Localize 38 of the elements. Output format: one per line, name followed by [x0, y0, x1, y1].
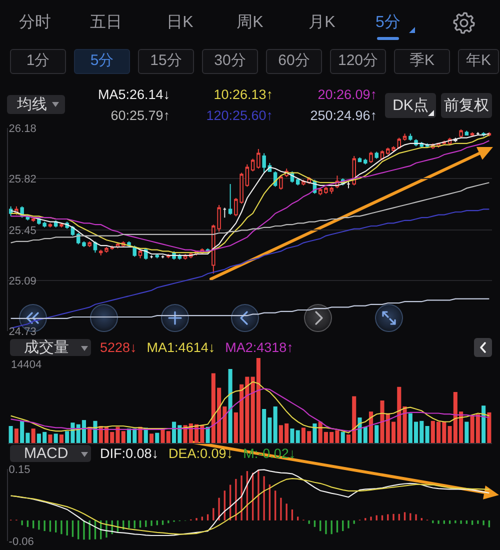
y-tick-label: 0.15 [8, 464, 30, 476]
y-tick-label: 25.45 [8, 225, 36, 238]
text: DEA:0.09↓ [168, 445, 234, 462]
text: DK点 [392, 97, 428, 114]
chart-title: MACD [24, 445, 68, 462]
text: 月K [308, 13, 336, 33]
text: 5分 [376, 13, 400, 33]
text: 分时 [19, 13, 51, 33]
text: 年K [466, 52, 492, 70]
y-tick-label: -0.06 [8, 536, 34, 548]
text: 10:26.13↑ [214, 87, 273, 103]
text: 120:25.60↑ [206, 108, 273, 124]
text: 1分 [26, 52, 50, 70]
text: 60:25.79↑ [110, 108, 170, 124]
y-tick-label: 26.18 [8, 122, 36, 135]
text: 15分 [150, 52, 182, 70]
chart-title: 成交量 [24, 339, 69, 356]
text: 120分 [338, 52, 378, 70]
text: MA5:26.14↓ [98, 87, 170, 103]
legend-label: MA1:4614↓ [146, 339, 216, 356]
text: 周K [236, 13, 264, 33]
legend-label: 5228↓ [100, 339, 137, 356]
text: 前复权 [444, 97, 489, 114]
text: 日K [166, 13, 194, 33]
legend-title: 均线 [17, 96, 47, 113]
text: 20:26.09↑ [318, 87, 377, 103]
text: 五日 [90, 13, 122, 33]
text: 5分 [90, 52, 114, 70]
text: 30分 [214, 52, 246, 70]
text: DIF:0.08↓ [100, 445, 159, 462]
y-tick-label: 25.82 [8, 173, 36, 186]
text: 季K [409, 52, 435, 70]
y-tick-label: 24.73 [8, 326, 36, 338]
annotation: 14404 [11, 359, 42, 372]
y-tick-label: 25.09 [8, 275, 36, 288]
text: 250:24.96↑ [310, 108, 377, 124]
legend-label: MA2:4318↑ [225, 339, 294, 356]
text: 60分 [278, 52, 310, 70]
